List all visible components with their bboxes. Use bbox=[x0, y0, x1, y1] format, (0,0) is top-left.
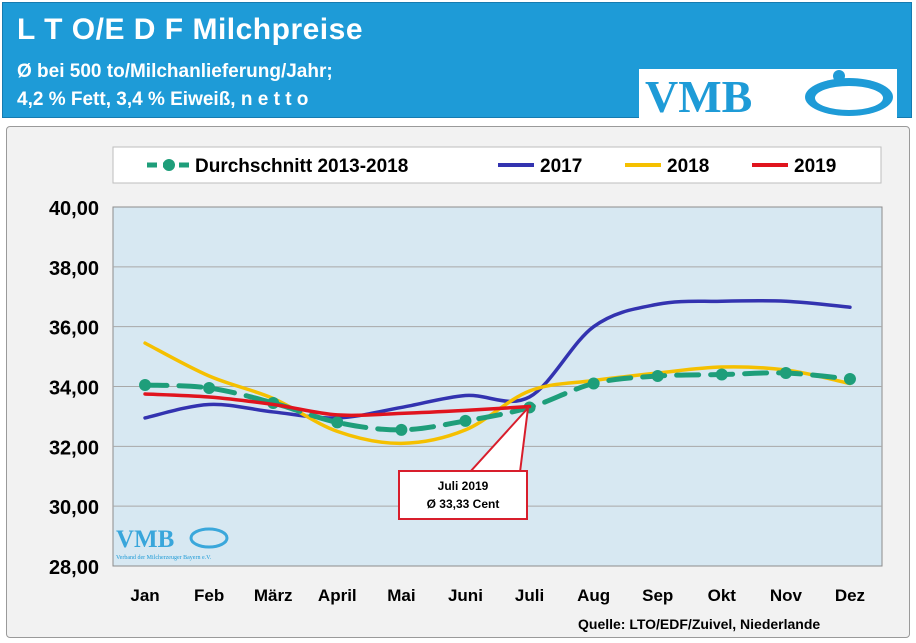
y-tick-label: 34,00 bbox=[49, 378, 99, 400]
y-tick-label: 36,00 bbox=[49, 318, 99, 340]
data-point-avg bbox=[331, 416, 344, 429]
drop-icon bbox=[833, 70, 845, 82]
x-tick-label: Jan bbox=[130, 586, 159, 605]
x-tick-label: Sep bbox=[642, 586, 673, 605]
data-point-avg bbox=[843, 373, 856, 386]
y-tick-label: 32,00 bbox=[49, 437, 99, 459]
x-tick-label: Nov bbox=[770, 586, 803, 605]
vmb-logo-text: VMB bbox=[645, 71, 752, 122]
x-tick-label: Feb bbox=[194, 586, 224, 605]
legend-label-y2017: 2017 bbox=[540, 156, 582, 177]
x-tick-label: April bbox=[318, 586, 357, 605]
data-point-avg bbox=[715, 368, 728, 381]
data-point-avg bbox=[459, 414, 472, 427]
watermark-caption: Verband der Milcherzeuger Bayern e.V. bbox=[116, 555, 212, 561]
callout-line-2: Ø 33,33 Cent bbox=[426, 497, 500, 511]
vmb-logo: VMB bbox=[639, 69, 897, 122]
data-point-avg bbox=[203, 381, 216, 394]
source-note: Quelle: LTO/EDF/Zuivel, Niederlande bbox=[578, 616, 821, 632]
header-banner: L T O/E D F Milchpreise Ø bei 500 to/Mil… bbox=[2, 2, 912, 122]
subtitle-line-1: Ø bei 500 to/Milchanlieferung/Jahr; bbox=[17, 61, 333, 82]
x-tick-label: Juni bbox=[448, 586, 483, 605]
page-title: L T O/E D F Milchpreise bbox=[17, 13, 364, 46]
legend-label-y2019: 2019 bbox=[794, 156, 836, 177]
series-line-y2017 bbox=[143, 298, 852, 420]
data-point-avg bbox=[779, 367, 792, 380]
x-tick-label: Dez bbox=[835, 586, 865, 605]
x-tick-label: Aug bbox=[577, 586, 610, 605]
watermark-logo-text: VMB bbox=[116, 526, 174, 553]
data-point-avg bbox=[139, 379, 152, 392]
data-point-avg bbox=[587, 377, 600, 390]
subtitle-line-2: 4,2 % Fett, 3,4 % Eiweiß, n e t t o bbox=[17, 89, 309, 110]
y-tick-label: 30,00 bbox=[49, 497, 99, 519]
x-tick-label: Mai bbox=[387, 586, 415, 605]
callout-box: Juli 2019 Ø 33,33 Cent bbox=[398, 470, 528, 520]
y-tick-label: 28,00 bbox=[49, 557, 99, 579]
x-tick-label: März bbox=[254, 586, 293, 605]
legend-label-avg: Durchschnitt 2013-2018 bbox=[195, 156, 408, 177]
data-point-avg bbox=[651, 370, 664, 383]
x-tick-label: Okt bbox=[708, 586, 737, 605]
legend: Durchschnitt 2013-2018 2017 2018 2019 bbox=[112, 146, 882, 184]
legend-label-y2018: 2018 bbox=[667, 156, 709, 177]
legend-marker-avg bbox=[163, 159, 175, 171]
data-point-avg bbox=[395, 423, 408, 436]
y-tick-label: 40,00 bbox=[49, 198, 99, 220]
y-tick-label: 38,00 bbox=[49, 258, 99, 280]
series-line-y2019 bbox=[143, 392, 532, 418]
callout-line-1: Juli 2019 bbox=[437, 479, 489, 493]
x-tick-label: Juli bbox=[515, 586, 544, 605]
watermark-logo: VMB Verband der Milcherzeuger Bayern e.V… bbox=[116, 526, 229, 561]
